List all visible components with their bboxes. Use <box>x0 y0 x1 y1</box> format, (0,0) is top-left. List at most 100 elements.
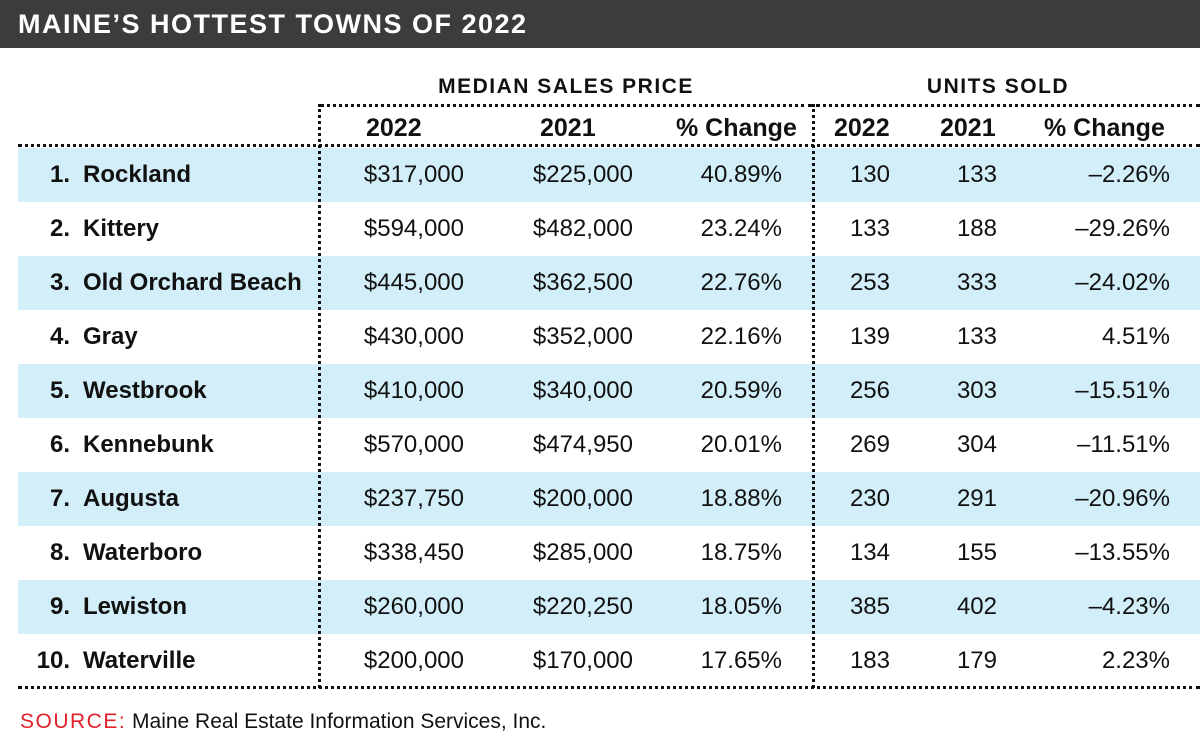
table-row: 4. Gray $430,000 $352,000 22.16% 139 133 4.51% <box>18 310 1200 364</box>
cell-price-2022: $594,000 <box>363 215 464 242</box>
cell-units-2022: 134 <box>849 539 890 566</box>
row-rank: 10. <box>36 647 70 674</box>
cell-price-2021: $285,000 <box>532 539 633 566</box>
col-header-units-2021: 2021 <box>940 114 996 142</box>
cell-price-2021: $474,950 <box>532 431 633 458</box>
row-rank: 5. <box>49 377 70 404</box>
row-town: Lewiston <box>83 593 188 620</box>
cell-units-change: 4.51% <box>1101 323 1170 350</box>
row-rank: 4. <box>49 323 70 350</box>
col-header-units-change: % Change <box>1044 114 1165 142</box>
cell-price-2022: $200,000 <box>363 647 464 674</box>
cell-units-2021: 133 <box>956 323 997 350</box>
row-rank: 3. <box>49 269 70 296</box>
cell-price-2022: $430,000 <box>363 323 464 350</box>
cell-units-2021: 304 <box>956 431 997 458</box>
row-town: Kennebunk <box>83 431 214 458</box>
cell-price-2022: $338,450 <box>363 539 464 566</box>
cell-price-change: 22.76% <box>700 269 782 296</box>
median-left-divider <box>318 104 321 688</box>
cell-price-2021: $340,000 <box>532 377 633 404</box>
table-row: 1. Rockland $317,000 $225,000 40.89% 130 133 –2… <box>18 148 1200 202</box>
cell-units-change: –2.26% <box>1088 161 1170 188</box>
cell-units-2022: 183 <box>849 647 890 674</box>
table-bottom-rule <box>18 686 1200 689</box>
cell-units-2022: 133 <box>849 215 890 242</box>
row-rank: 6. <box>49 431 70 458</box>
cell-units-change: –15.51% <box>1075 377 1170 404</box>
cell-units-2021: 402 <box>956 593 997 620</box>
table-top-rule <box>18 144 1200 147</box>
title-bar: MAINE’S HOTTEST TOWNS OF 2022 <box>0 0 1200 48</box>
cell-price-change: 22.16% <box>700 323 782 350</box>
cell-price-change: 18.88% <box>700 485 782 512</box>
cell-units-2022: 253 <box>849 269 890 296</box>
col-header-price-change: % Change <box>676 114 797 142</box>
col-header-price-2022: 2022 <box>366 114 422 142</box>
row-town: Westbrook <box>83 377 207 404</box>
cell-units-2022: 269 <box>849 431 890 458</box>
cell-units-2022: 256 <box>849 377 890 404</box>
source-label: SOURCE: <box>20 710 127 733</box>
cell-units-2021: 303 <box>956 377 997 404</box>
cell-units-2021: 179 <box>956 647 997 674</box>
chart-title: MAINE’S HOTTEST TOWNS OF 2022 <box>18 9 528 39</box>
cell-units-2021: 155 <box>956 539 997 566</box>
cell-price-2021: $352,000 <box>532 323 633 350</box>
row-town: Old Orchard Beach <box>83 269 302 296</box>
cell-units-change: –24.02% <box>1075 269 1170 296</box>
cell-price-2021: $170,000 <box>532 647 633 674</box>
units-header-rule <box>816 104 1200 107</box>
cell-price-2021: $220,250 <box>532 593 633 620</box>
cell-units-2022: 230 <box>849 485 890 512</box>
cell-price-2021: $482,000 <box>532 215 633 242</box>
cell-units-2021: 133 <box>956 161 997 188</box>
row-rank: 7. <box>49 485 70 512</box>
source-note: SOURCE: Maine Real Estate Information Se… <box>20 708 546 736</box>
cell-price-2022: $410,000 <box>363 377 464 404</box>
cell-units-change: –4.23% <box>1088 593 1170 620</box>
table-row: 7. Augusta $237,750 $200,000 18.88% 230 291 –20… <box>18 472 1200 526</box>
cell-price-2021: $225,000 <box>532 161 633 188</box>
cell-price-2022: $317,000 <box>363 161 464 188</box>
cell-units-2022: 385 <box>849 593 890 620</box>
row-town: Gray <box>83 323 138 350</box>
cell-units-change: –11.51% <box>1077 431 1170 458</box>
row-rank: 2. <box>49 215 70 242</box>
cell-units-change: –29.26% <box>1075 215 1170 242</box>
row-rank: 8. <box>49 539 70 566</box>
cell-price-change: 17.65% <box>700 647 782 674</box>
cell-price-change: 23.24% <box>700 215 782 242</box>
cell-price-change: 40.89% <box>700 161 782 188</box>
cell-units-change: –13.55% <box>1075 539 1170 566</box>
table-row: 10. Waterville $200,000 $170,000 17.65% 183 17… <box>18 634 1200 688</box>
median-header-rule <box>320 104 812 107</box>
table-row: 8. Waterboro $338,450 $285,000 18.75% 134 155 –… <box>18 526 1200 580</box>
cell-price-2022: $445,000 <box>363 269 464 296</box>
row-town: Waterville <box>83 647 196 674</box>
col-header-units-2022: 2022 <box>834 114 890 142</box>
table-row: 9. Lewiston $260,000 $220,250 18.05% 385 402 –4… <box>18 580 1200 634</box>
table-row: 5. Westbrook $410,000 $340,000 20.59% 256 303 –… <box>18 364 1200 418</box>
cell-price-2021: $362,500 <box>532 269 633 296</box>
row-town: Kittery <box>83 215 160 242</box>
cell-units-change: –20.96% <box>1075 485 1170 512</box>
cell-price-change: 20.01% <box>700 431 782 458</box>
cell-units-2022: 139 <box>849 323 890 350</box>
cell-units-2021: 333 <box>956 269 997 296</box>
cell-units-change: 2.23% <box>1101 647 1170 674</box>
cell-units-2021: 188 <box>956 215 997 242</box>
group-header-units-sold: UNITS SOLD <box>926 75 1070 98</box>
col-header-price-2021: 2021 <box>540 114 596 142</box>
cell-price-2021: $200,000 <box>532 485 633 512</box>
cell-price-change: 18.75% <box>700 539 782 566</box>
row-town: Waterboro <box>83 539 203 566</box>
row-town: Augusta <box>83 485 179 512</box>
table-row: 2. Kittery $594,000 $482,000 23.24% 133 188 –29… <box>18 202 1200 256</box>
group-header-median-sales-price: MEDIAN SALES PRICE <box>438 75 694 98</box>
table-row: 6. Kennebunk $570,000 $474,950 20.01% 269 304 –… <box>18 418 1200 472</box>
table-row: 3. Old Orchard Beach $445,000 $362,500 22.76… <box>18 256 1200 310</box>
cell-units-2021: 291 <box>956 485 997 512</box>
cell-price-2022: $260,000 <box>363 593 464 620</box>
row-rank: 9. <box>49 593 70 620</box>
